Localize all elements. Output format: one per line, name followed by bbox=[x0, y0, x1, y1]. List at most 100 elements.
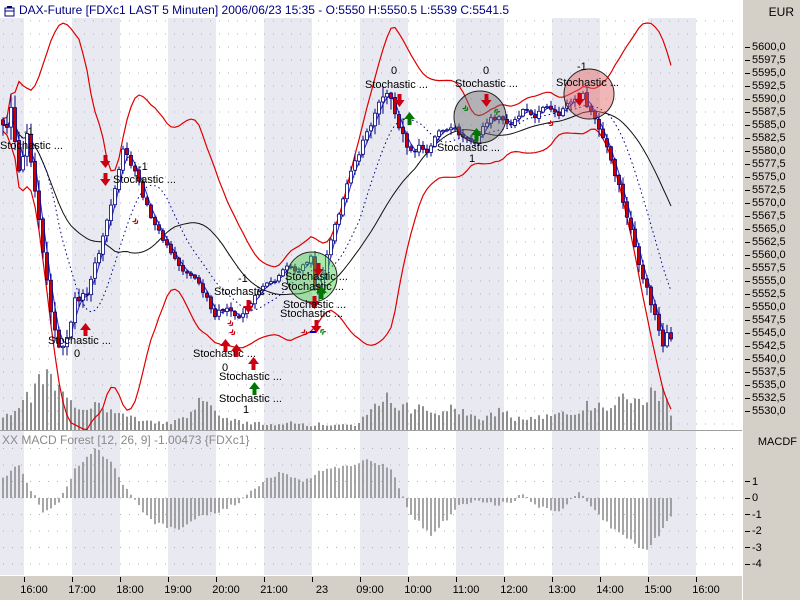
candle-body bbox=[301, 264, 305, 271]
volume-bar bbox=[262, 424, 264, 430]
price-tick-label: 5560,0 bbox=[745, 250, 786, 261]
macd-tick-label: -2 bbox=[745, 526, 762, 537]
macd-tick-label: 1 bbox=[745, 476, 758, 488]
volume-bar bbox=[466, 415, 468, 430]
candle-body bbox=[13, 107, 17, 142]
price-tick-label: 5597,5 bbox=[745, 55, 786, 66]
time-tick bbox=[312, 577, 313, 582]
volume-bar bbox=[154, 423, 156, 430]
volume-bar bbox=[30, 402, 32, 430]
volume-bar bbox=[558, 412, 560, 430]
macd-bar bbox=[426, 498, 428, 531]
candle-body bbox=[569, 101, 573, 105]
volume-bar bbox=[410, 413, 412, 430]
macd-bar bbox=[466, 498, 468, 505]
macd-bar bbox=[614, 498, 616, 530]
macd-bar bbox=[418, 498, 420, 521]
lower-band-line bbox=[2, 128, 672, 431]
volume-bar bbox=[282, 424, 284, 430]
volume-bar bbox=[642, 404, 644, 430]
candle-body bbox=[233, 311, 237, 317]
candle-body bbox=[381, 96, 385, 103]
volume-bar bbox=[634, 398, 636, 430]
time-tick-label: 11:00 bbox=[452, 584, 480, 596]
volume-bar bbox=[162, 424, 164, 430]
candle-body bbox=[489, 117, 493, 124]
volume-bar bbox=[6, 413, 8, 430]
candle-body bbox=[645, 278, 649, 288]
volume-bar bbox=[550, 415, 552, 430]
candle-body bbox=[117, 169, 121, 190]
volume-bar bbox=[294, 423, 296, 430]
volume-bar bbox=[174, 420, 176, 430]
volume-bar bbox=[278, 424, 280, 430]
price-tick-label: 5532,5 bbox=[745, 393, 786, 404]
volume-bar bbox=[374, 403, 376, 430]
time-tick-label: 19:00 bbox=[164, 584, 192, 596]
time-axis[interactable]: 16:00 17:00 18:00 19:00 20:00 21:00 23 09:00 10:… bbox=[0, 575, 742, 600]
volume-bar bbox=[330, 425, 332, 430]
candle-body bbox=[209, 296, 213, 310]
macd-bar bbox=[274, 476, 276, 498]
volume-bar bbox=[626, 399, 628, 430]
macd-bar bbox=[186, 498, 188, 525]
macd-bar bbox=[414, 498, 416, 520]
volume-bar bbox=[478, 419, 480, 430]
candle-body bbox=[537, 110, 541, 119]
volume-bar bbox=[102, 408, 104, 430]
volume-bar bbox=[602, 407, 604, 430]
candle-body bbox=[269, 281, 273, 285]
candle-body bbox=[433, 136, 437, 147]
macd-bar bbox=[286, 474, 288, 498]
macd-bar bbox=[258, 486, 260, 498]
highlight-circle-green bbox=[286, 251, 338, 303]
candle-body bbox=[225, 307, 229, 312]
chart-canvas[interactable] bbox=[0, 0, 742, 575]
volume-bar bbox=[50, 374, 52, 430]
volume-bar bbox=[302, 423, 304, 430]
candle-body bbox=[257, 290, 261, 296]
macd-tick-label: -1 bbox=[745, 509, 762, 521]
volume-bar bbox=[570, 414, 572, 430]
candle-body bbox=[445, 129, 449, 132]
volume-bar bbox=[514, 420, 516, 430]
candle-body bbox=[309, 255, 313, 264]
macd-bar bbox=[558, 498, 560, 512]
upper-band-line bbox=[2, 22, 672, 268]
volume-bar bbox=[10, 415, 12, 430]
volume-bar bbox=[242, 423, 244, 430]
macd-bar bbox=[70, 478, 72, 498]
time-tick bbox=[72, 577, 73, 582]
macd-bar bbox=[282, 473, 284, 498]
macd-bar bbox=[166, 498, 168, 529]
volume-bar bbox=[398, 410, 400, 430]
macd-bar bbox=[518, 494, 520, 498]
volume-bar bbox=[366, 414, 368, 430]
volume-bar bbox=[370, 409, 372, 430]
time-tick bbox=[408, 577, 409, 582]
indicator-title: XX MACD Forest [12, 26, 9] -1.00473 {FDX… bbox=[2, 433, 250, 447]
candle-body bbox=[525, 108, 529, 111]
volume-bar bbox=[246, 421, 248, 430]
macd-bar bbox=[630, 498, 632, 540]
macd-bar bbox=[206, 498, 208, 516]
macd-bar bbox=[270, 477, 272, 498]
volume-bar bbox=[614, 405, 616, 430]
candle-body bbox=[145, 197, 149, 206]
macd-bar bbox=[90, 453, 92, 498]
price-tick-label: 5570,0 bbox=[745, 198, 786, 209]
candle-body bbox=[53, 311, 57, 331]
candle-body bbox=[665, 332, 669, 347]
volume-bar bbox=[654, 390, 656, 430]
candle-body bbox=[497, 116, 501, 120]
candle-body bbox=[77, 296, 81, 302]
candle-body bbox=[277, 275, 281, 282]
candle-body bbox=[157, 224, 161, 231]
volume-bar bbox=[482, 420, 484, 430]
time-tick bbox=[456, 577, 457, 582]
chart-object-icon[interactable] bbox=[4, 4, 15, 17]
candle-body bbox=[293, 266, 297, 272]
candle-body bbox=[181, 264, 185, 272]
macd-bar bbox=[422, 498, 424, 529]
price-tick-label: 5545,0 bbox=[745, 328, 786, 339]
